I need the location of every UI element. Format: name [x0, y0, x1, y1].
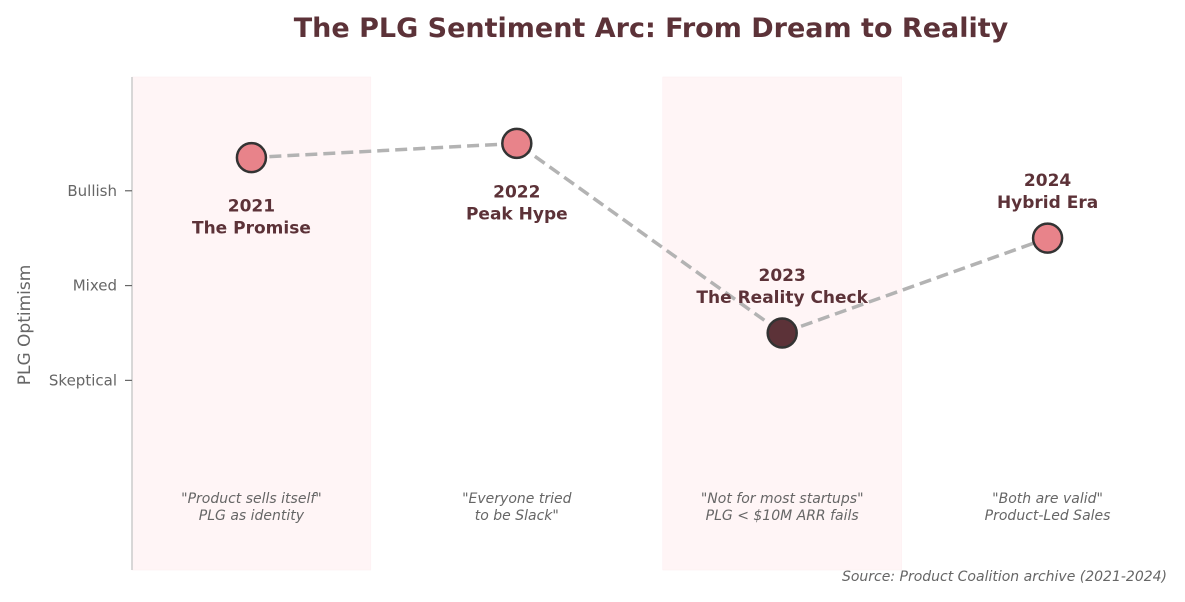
- quote-2021-line-2: PLG as identity: [199, 508, 305, 524]
- quotes-layer: "Product sells itself"PLG as identity "Ev…: [181, 491, 1110, 524]
- quote-2024-line-2: Product-Led Sales: [985, 508, 1111, 524]
- point-label-name-2023: The Reality Check: [696, 288, 868, 308]
- markers-layer: [235, 127, 1064, 349]
- quote-2023-line-2: PLG < $10M ARR fails: [706, 508, 859, 524]
- marker-2023: [766, 317, 798, 349]
- marker-2024: [1031, 222, 1064, 254]
- quote-2022-line-2: to be Slack": [475, 508, 559, 524]
- chart-title: The PLG Sentiment Arc: From Dream to Rea…: [294, 13, 1009, 44]
- point-label-year-2021: 2021: [228, 197, 275, 217]
- y-axis-label: PLG Optimism: [15, 265, 35, 386]
- y-ticks: Skeptical Mixed Bullish: [49, 182, 132, 389]
- point-label-name-2022: Peak Hype: [466, 204, 568, 224]
- series-line-layer: [251, 141, 1049, 335]
- quote-2024-line-1: "Both are valid": [992, 491, 1103, 507]
- quote-2021-line-1: "Product sells itself": [181, 491, 322, 507]
- ytick-label-bullish: Bullish: [67, 182, 117, 200]
- point-label-name-2021: The Promise: [192, 219, 311, 239]
- source-note: Source: Product Coalition archive (2021-…: [842, 569, 1167, 585]
- quote-2023-line-1: "Not for most startups": [701, 491, 864, 507]
- ytick-label-skeptical: Skeptical: [49, 371, 117, 389]
- point-label-year-2024: 2024: [1024, 171, 1071, 191]
- point-label-year-2022: 2022: [493, 182, 540, 202]
- series-line: [251, 141, 1049, 335]
- marker-2022: [501, 127, 533, 160]
- ytick-label-mixed: Mixed: [73, 277, 117, 295]
- point-label-name-2024: Hybrid Era: [997, 193, 1098, 213]
- marker-2021: [235, 141, 268, 174]
- point-label-year-2023: 2023: [759, 266, 806, 286]
- quote-2022-line-1: "Everyone tried: [462, 491, 571, 507]
